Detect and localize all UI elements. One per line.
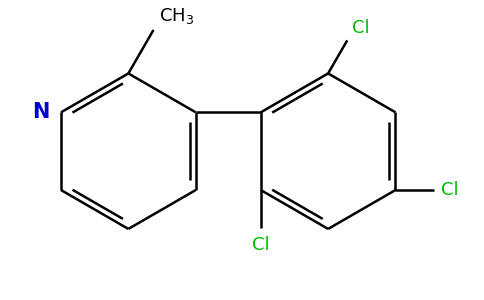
Text: Cl: Cl [441,181,458,199]
Text: N: N [32,102,49,122]
Text: Cl: Cl [252,236,270,253]
Text: CH$_3$: CH$_3$ [159,6,195,26]
Text: Cl: Cl [352,19,370,37]
